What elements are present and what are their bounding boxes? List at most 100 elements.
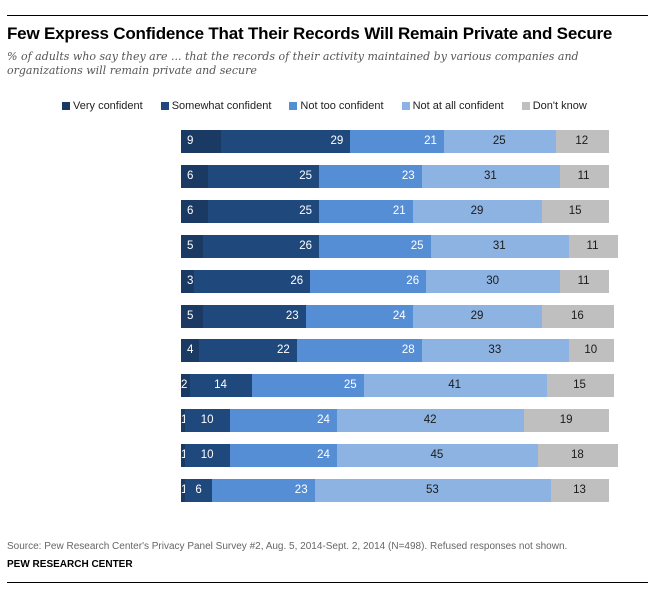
bar-segment — [537, 444, 619, 468]
chart-subtitle: % of adults who say they are ... that th… — [7, 50, 579, 77]
data-label: 41 — [448, 379, 462, 392]
data-label: 25 — [343, 379, 357, 392]
legend-item: Not too confident — [289, 100, 384, 112]
data-label: 19 — [559, 414, 573, 427]
data-label: 25 — [492, 135, 506, 147]
chart-title: Few Express Confidence That Their Record… — [7, 24, 613, 43]
bar-segment — [421, 164, 561, 188]
bar-segment — [230, 409, 338, 433]
data-label: 21 — [424, 135, 437, 147]
data-label: 31 — [483, 169, 497, 182]
data-label: 4 — [187, 344, 194, 357]
bar-segment — [203, 304, 306, 328]
bar-segment — [181, 199, 208, 223]
legend-swatch — [160, 102, 169, 110]
data-label: 33 — [488, 344, 502, 357]
legend-label: Not too confident — [300, 100, 384, 112]
bar-segment — [542, 199, 610, 223]
data-label: 30 — [486, 274, 499, 287]
data-label: 25 — [299, 204, 313, 217]
data-label: 1 — [181, 414, 188, 427]
data-label: 6 — [195, 484, 202, 496]
bar-segment — [524, 409, 610, 433]
data-label: 28 — [401, 344, 415, 357]
bar-segment — [551, 479, 610, 502]
data-label: 53 — [425, 484, 439, 496]
legend: Very confident Somewhat confident Not too … — [62, 100, 605, 112]
bar-segment — [319, 199, 413, 223]
bar-segment — [221, 130, 351, 153]
legend-item: Somewhat confident — [160, 100, 272, 112]
bar-segment — [560, 269, 610, 293]
legend-label: Very confident — [73, 100, 143, 112]
bar-segment — [426, 269, 561, 293]
bar-segment — [555, 130, 610, 153]
data-label: 3 — [187, 274, 194, 287]
data-label: 12 — [575, 135, 589, 147]
legend-label: Not at all confident — [412, 100, 504, 112]
legend-item: Don't know — [521, 100, 587, 112]
bar-segment — [430, 234, 569, 258]
legend-swatch — [521, 102, 530, 110]
data-label: 24 — [317, 414, 330, 427]
data-label: 29 — [470, 309, 484, 322]
data-label: 26 — [406, 274, 420, 287]
bar-segment — [363, 374, 547, 398]
data-label: 11 — [577, 274, 590, 287]
bar-segment — [198, 339, 297, 363]
legend-item: Very confident — [62, 100, 143, 112]
bar-segment — [185, 444, 231, 468]
bar-segment — [181, 130, 222, 153]
data-label: 18 — [570, 449, 584, 462]
data-label: 45 — [430, 449, 444, 462]
bar-segment — [181, 269, 195, 293]
bar-segment — [569, 234, 619, 258]
data-label: 5 — [187, 239, 194, 252]
data-label: 14 — [214, 379, 227, 392]
data-label: 15 — [568, 204, 582, 217]
bar-segment — [207, 164, 320, 188]
bar-segment — [350, 130, 445, 153]
bar-segment — [181, 339, 199, 363]
bar-segment — [181, 444, 186, 468]
bar-segment — [310, 269, 427, 293]
data-label: 25 — [410, 239, 424, 252]
legend-label: Don't know — [532, 100, 587, 112]
bar-segment — [181, 374, 190, 398]
bar-segment — [542, 304, 614, 328]
bar-segment — [185, 409, 231, 433]
bar-segment — [337, 409, 525, 433]
data-label: 6 — [187, 204, 194, 217]
bar-segment — [412, 304, 543, 328]
data-label: 42 — [423, 414, 437, 427]
bar-segment — [230, 444, 338, 468]
bar-segment — [560, 164, 610, 188]
data-label: 23 — [285, 309, 299, 322]
bar-segment — [181, 409, 186, 433]
legend-swatch — [62, 102, 70, 110]
bar-segment — [194, 269, 311, 293]
data-label: 10 — [200, 449, 214, 462]
source-note: Source: Pew Research Center's Privacy Pa… — [7, 541, 568, 552]
data-label: 10 — [584, 344, 598, 357]
data-label: 1 — [181, 449, 188, 462]
data-label: 9 — [187, 135, 194, 147]
bar-segment — [212, 479, 315, 502]
top-rule — [7, 15, 648, 16]
data-label: 6 — [187, 169, 194, 182]
bar-segment — [546, 374, 614, 398]
data-label: 31 — [492, 239, 506, 252]
bar-segment — [444, 130, 556, 153]
bar-segment — [181, 164, 208, 188]
bar-segment — [296, 339, 422, 363]
legend-label: Somewhat confident — [171, 100, 272, 112]
data-label: 11 — [577, 169, 590, 182]
bar-segment — [569, 339, 614, 363]
data-label: 5 — [187, 309, 194, 322]
bar-segment — [203, 234, 320, 258]
bar-segment — [181, 479, 186, 502]
data-label: 24 — [392, 309, 406, 322]
bar-segment — [319, 164, 422, 188]
data-label: 16 — [570, 309, 584, 322]
bar-segment — [181, 234, 204, 258]
